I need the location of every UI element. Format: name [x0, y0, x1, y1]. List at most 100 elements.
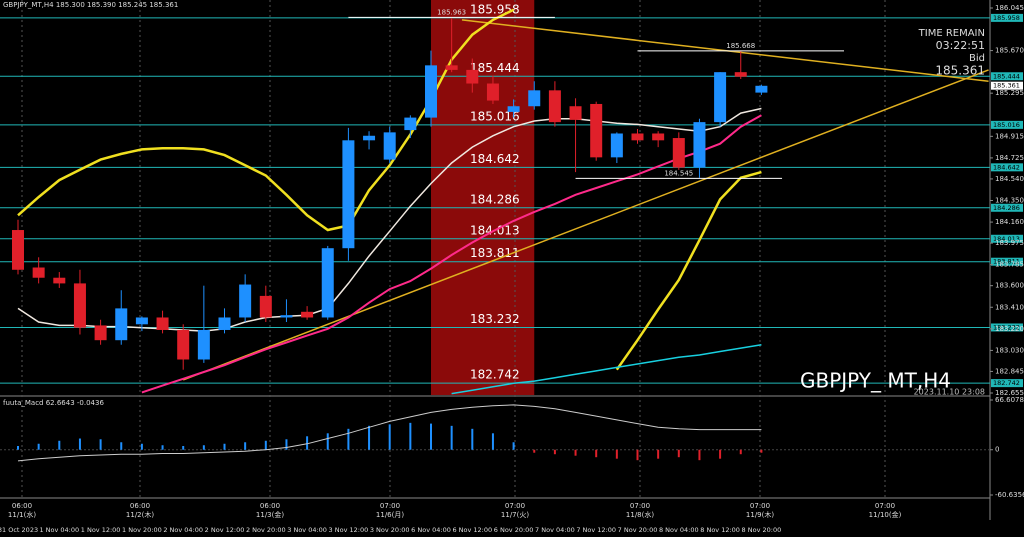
- y-tick-label: 184.915: [995, 132, 1024, 140]
- x-tick-label: 8 Nov 20:00: [742, 526, 782, 534]
- candle-body: [53, 277, 66, 284]
- candle-body: [239, 284, 252, 318]
- candle-body: [548, 90, 561, 123]
- trendline: [182, 69, 989, 381]
- macd-bar: [78, 438, 81, 450]
- candle-body: [755, 85, 768, 93]
- level-label: 183.232: [470, 312, 520, 326]
- level-axis-box: [991, 163, 1023, 172]
- candle-body: [693, 122, 706, 168]
- level-axis-label: 183.232: [993, 323, 1020, 331]
- x-tick-label: 8 Nov 04:00: [659, 526, 699, 534]
- session-time: 06:00: [260, 502, 280, 510]
- y-tick-label: 185.670: [995, 47, 1024, 55]
- macd-tick-label: 0: [995, 446, 999, 454]
- macd-bar: [574, 449, 577, 456]
- session-time: 07:00: [505, 502, 525, 510]
- annotation-label: 184.545: [664, 169, 693, 177]
- level-axis-label: 185.444: [993, 72, 1020, 80]
- candle-body: [445, 65, 458, 70]
- level-axis-box: [991, 203, 1023, 212]
- candle-body: [734, 72, 747, 77]
- macd-bar: [99, 439, 102, 450]
- macd-bar: [533, 449, 536, 453]
- x-tick-label: 7 Nov 04:00: [535, 526, 575, 534]
- macd-bar: [161, 445, 164, 450]
- y-tick-label: 183.600: [995, 282, 1024, 290]
- macd-bar: [471, 428, 474, 450]
- y-tick-label: 182.845: [995, 367, 1024, 375]
- macd-bar: [58, 440, 61, 450]
- macd-bar: [677, 449, 680, 458]
- level-label: 185.444: [470, 61, 520, 75]
- candle-body: [115, 308, 128, 341]
- symbol-title: GBPJPY_ MT,H4: [800, 369, 951, 393]
- candle-body: [528, 90, 541, 107]
- macd-bar: [37, 443, 40, 450]
- y-tick-label: 183.975: [995, 239, 1024, 247]
- candle-body: [569, 106, 582, 120]
- macd-bar: [202, 445, 205, 450]
- level-axis-box: [991, 379, 1023, 388]
- candle-body: [301, 311, 314, 318]
- macd-title: fuuta_Macd 62.6643 -0.0436: [3, 399, 104, 407]
- annotation-label: 185.668: [726, 42, 755, 50]
- macd-bar: [636, 449, 639, 461]
- macd-bar: [264, 440, 267, 450]
- bid-label: Bid: [969, 53, 985, 64]
- candle-body: [321, 248, 334, 318]
- x-tick-label: 1 Nov 12:00: [81, 526, 121, 534]
- level-label: 184.642: [470, 152, 520, 166]
- candle-body: [218, 317, 231, 330]
- x-tick-label: 3 Nov 20:00: [370, 526, 410, 534]
- level-axis-box: [991, 257, 1023, 266]
- indicator-line: [451, 343, 762, 395]
- bid-axis-label: 185.361: [993, 82, 1020, 90]
- level-axis-box: [991, 323, 1023, 332]
- bid-box: [991, 81, 1023, 90]
- candle-body: [672, 138, 685, 168]
- session-date: 11/1(水): [8, 510, 36, 519]
- session-date: 11/10(金): [869, 510, 902, 519]
- y-tick-label: 184.350: [995, 197, 1024, 205]
- candle-body: [32, 267, 45, 278]
- session-date: 11/8(水): [626, 510, 654, 519]
- candle-body: [383, 132, 396, 160]
- session-time: 06:00: [12, 502, 32, 510]
- level-axis-box: [991, 13, 1023, 22]
- macd-bar: [306, 436, 309, 450]
- candle-body: [652, 133, 665, 141]
- session-date: 11/2(木): [126, 510, 154, 519]
- time-remain-label: TIME REMAIN: [918, 28, 985, 39]
- macd-bar: [760, 449, 763, 453]
- macd-bar: [430, 423, 432, 450]
- y-tick-label: 183.410: [995, 303, 1024, 311]
- header: GBPJPY_MT,H4 185.300 185.390 185.245 185…: [3, 1, 178, 9]
- macd-tick-label: -60.6356: [995, 491, 1024, 499]
- y-tick-label: 184.160: [995, 218, 1024, 226]
- session-time: 07:00: [380, 502, 400, 510]
- session-time: 07:00: [750, 502, 770, 510]
- candle-body: [714, 72, 727, 123]
- macd-bar: [223, 443, 226, 450]
- y-tick-label: 183.030: [995, 346, 1024, 354]
- level-label: 185.016: [470, 109, 520, 123]
- candle-body: [197, 329, 210, 360]
- macd-bar: [244, 442, 247, 450]
- y-tick-label: 183.220: [995, 325, 1024, 333]
- level-axis-label: 184.642: [993, 163, 1020, 171]
- candle-body: [507, 106, 520, 112]
- macd-bar: [182, 445, 185, 450]
- x-tick-label: 2 Nov 04:00: [163, 526, 203, 534]
- x-tick-label: 7 Nov 20:00: [618, 526, 658, 534]
- x-tick-label: 6 Nov 04:00: [411, 526, 451, 534]
- macd-bar: [595, 449, 598, 458]
- macd-bar: [657, 449, 660, 459]
- level-axis-label: 184.286: [993, 204, 1020, 212]
- macd-bar: [388, 424, 391, 450]
- candle-body: [425, 65, 437, 118]
- x-tick-label: 1 Nov 04:00: [39, 526, 79, 534]
- candle-body: [94, 325, 107, 341]
